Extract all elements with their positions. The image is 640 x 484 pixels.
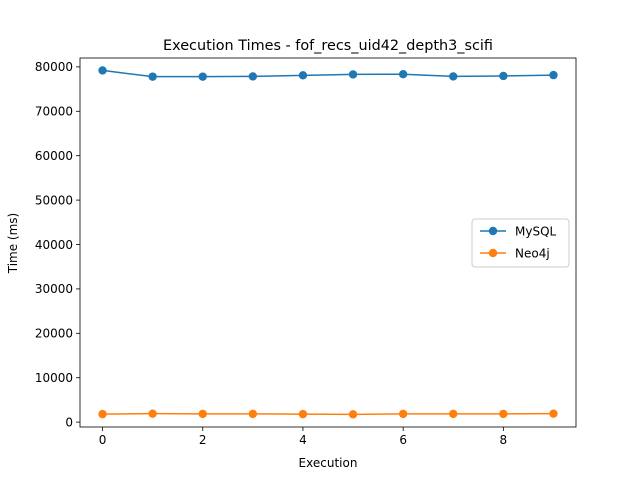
data-point-neo4j: [499, 409, 508, 419]
data-point-mysql: [148, 72, 157, 81]
chart-title: Execution Times - fof_recs_uid42_depth3_…: [163, 38, 493, 54]
y-tick-label: 40000: [35, 238, 73, 252]
x-tick-label: 2: [199, 433, 207, 447]
series-line-mysql: [102, 69, 554, 78]
data-point-neo4j: [398, 409, 408, 419]
data-point-mysql: [348, 70, 358, 79]
y-tick-label: 30000: [35, 282, 73, 296]
data-point-neo4j: [198, 409, 207, 419]
legend-label-neo4j: Neo4j: [515, 247, 550, 261]
y-tick-label: 60000: [35, 149, 73, 163]
data-point-mysql: [298, 71, 308, 80]
x-tick-label: 0: [99, 433, 107, 447]
data-point-neo4j: [348, 410, 358, 419]
y-tick-label: 50000: [35, 193, 73, 207]
data-point-neo4j: [98, 409, 107, 419]
y-axis-label: Time (ms): [6, 213, 20, 275]
legend-label-mysql: MySQL: [515, 225, 557, 239]
x-tick-label: 4: [299, 433, 307, 447]
x-tick-label: 6: [399, 433, 407, 447]
y-tick-label: 20000: [35, 327, 73, 341]
data-point-mysql: [198, 72, 207, 81]
y-tick-label: 80000: [35, 60, 73, 74]
series-line-neo4j: [102, 412, 554, 416]
data-point-mysql: [499, 71, 508, 81]
y-tick-label: 10000: [35, 371, 73, 385]
legend-marker-mysql: [488, 226, 498, 236]
data-point-neo4j: [449, 409, 458, 419]
x-axis: 0 2 4 6 8: [99, 427, 507, 447]
legend: MySQL Neo4j: [471, 218, 570, 268]
data-point-neo4j: [148, 409, 157, 418]
data-point-neo4j: [248, 409, 258, 419]
y-axis: 0 10000 20000 30000 40000 50000 60000 70000 8000…: [35, 60, 80, 429]
data-point-mysql: [98, 66, 107, 75]
data-point-neo4j: [298, 409, 308, 419]
y-tick-label: 70000: [35, 105, 73, 119]
data-point-mysql: [398, 70, 408, 79]
data-point-mysql: [248, 72, 258, 81]
x-tick-label: 8: [500, 433, 508, 447]
axes-frame: [79, 57, 577, 428]
data-point-neo4j: [549, 409, 558, 418]
x-axis-label: Execution: [299, 456, 358, 470]
data-point-mysql: [549, 70, 558, 80]
plot-area: [98, 66, 558, 419]
y-tick-label: 0: [65, 415, 73, 429]
legend-marker-neo4j: [488, 248, 498, 258]
data-point-mysql: [449, 72, 458, 81]
